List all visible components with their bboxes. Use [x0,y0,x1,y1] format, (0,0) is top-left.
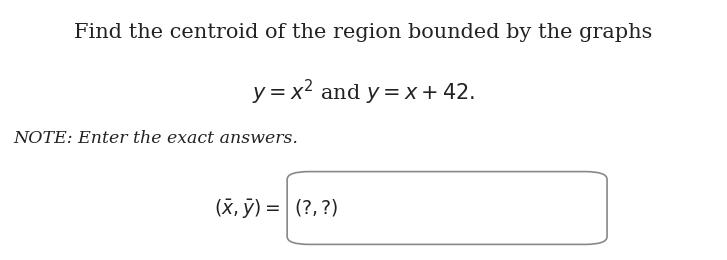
FancyBboxPatch shape [287,172,607,244]
Text: $(?, ?)$: $(?, ?)$ [294,198,339,218]
Text: NOTE: Enter the exact answers.: NOTE: Enter the exact answers. [13,130,298,147]
Text: $(\bar{x}, \bar{y}) = $: $(\bar{x}, \bar{y}) = $ [214,197,280,219]
Text: $y = x^2$ and $y = x + 42.$: $y = x^2$ and $y = x + 42.$ [252,78,475,107]
Text: Find the centroid of the region bounded by the graphs: Find the centroid of the region bounded … [74,23,653,42]
